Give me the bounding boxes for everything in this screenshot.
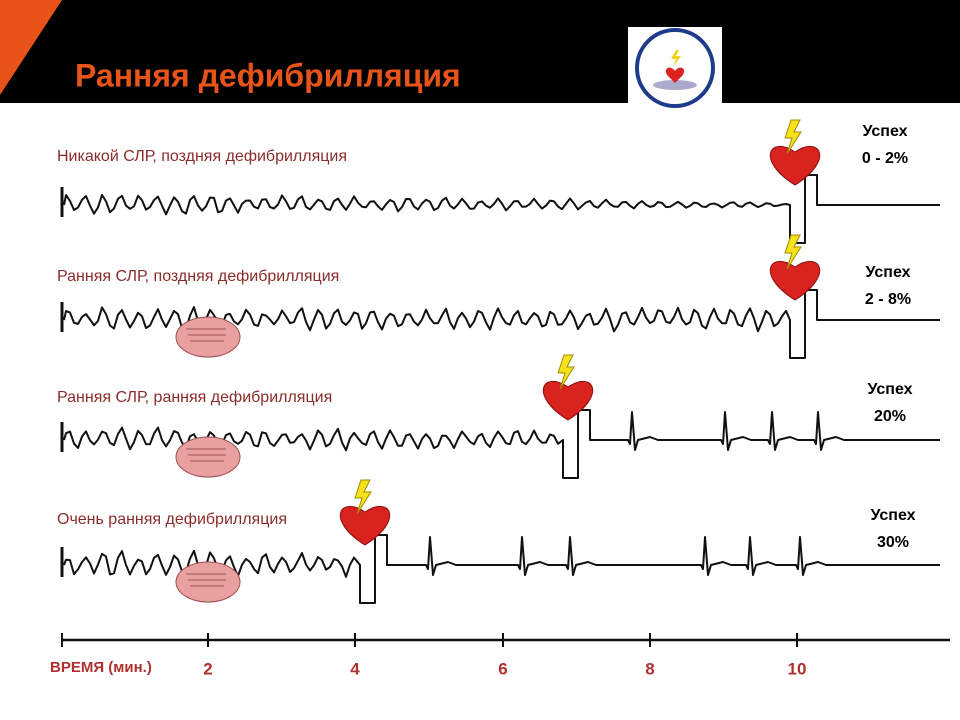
lightning	[557, 354, 575, 390]
cpr-fingers	[186, 573, 226, 587]
ecg-trace	[63, 534, 940, 604]
row-label: Очень ранняя дефибрилляция	[57, 511, 287, 528]
axis-label: ВРЕМЯ (мин.)	[50, 659, 152, 676]
cpr-hands	[175, 316, 241, 358]
tick-label: 6	[498, 659, 507, 678]
result-label: Успех	[862, 123, 907, 140]
result-label: Успех	[867, 381, 912, 398]
result-value: 0 - 2%	[862, 150, 908, 167]
tick-label: 8	[645, 659, 654, 678]
title: Ранняя дефибрилляция	[75, 57, 461, 93]
tick-label: 4	[350, 659, 360, 678]
defib-heart	[769, 146, 821, 186]
row-label: Ранняя СЛР, ранняя дефибрилляция	[57, 389, 332, 406]
defib-heart	[769, 261, 821, 301]
row-label: Никакой СЛР, поздняя дефибрилляция	[57, 148, 347, 165]
header-accent	[0, 0, 62, 95]
result-value: 2 - 8%	[865, 291, 911, 308]
ecg-row: Очень ранняя дефибрилляция Успех 30%	[57, 479, 940, 604]
header-bar	[0, 0, 960, 103]
ecg-row: Никакой СЛР, поздняя дефибрилляция Успех 0…	[57, 119, 940, 244]
ecg-trace	[63, 409, 940, 479]
time-axis: ВРЕМЯ (мин.)	[50, 638, 950, 676]
tick-label: 10	[788, 659, 807, 678]
defib-heart	[339, 506, 391, 546]
result-value: 20%	[874, 408, 906, 425]
cpr-hands	[175, 561, 241, 603]
tick-label: 2	[203, 659, 212, 678]
defib-heart	[542, 381, 594, 421]
result-label: Успех	[865, 264, 910, 281]
lightning	[784, 119, 802, 155]
ecg-row: Ранняя СЛР, поздняя дефибрилляция Успех 2 …	[57, 234, 940, 359]
ecg-trace	[63, 174, 940, 244]
lightning	[784, 234, 802, 270]
lightning	[354, 479, 372, 515]
result-value: 30%	[877, 534, 909, 551]
logo	[628, 27, 722, 108]
cpr-hands	[175, 436, 241, 478]
cpr-fingers	[186, 448, 226, 462]
result-label: Успех	[870, 507, 915, 524]
row-label: Ранняя СЛР, поздняя дефибрилляция	[57, 268, 339, 285]
ecg-row: Ранняя СЛР, ранняя дефибрилляция Успех 20%	[57, 354, 940, 479]
cpr-fingers	[186, 328, 226, 342]
